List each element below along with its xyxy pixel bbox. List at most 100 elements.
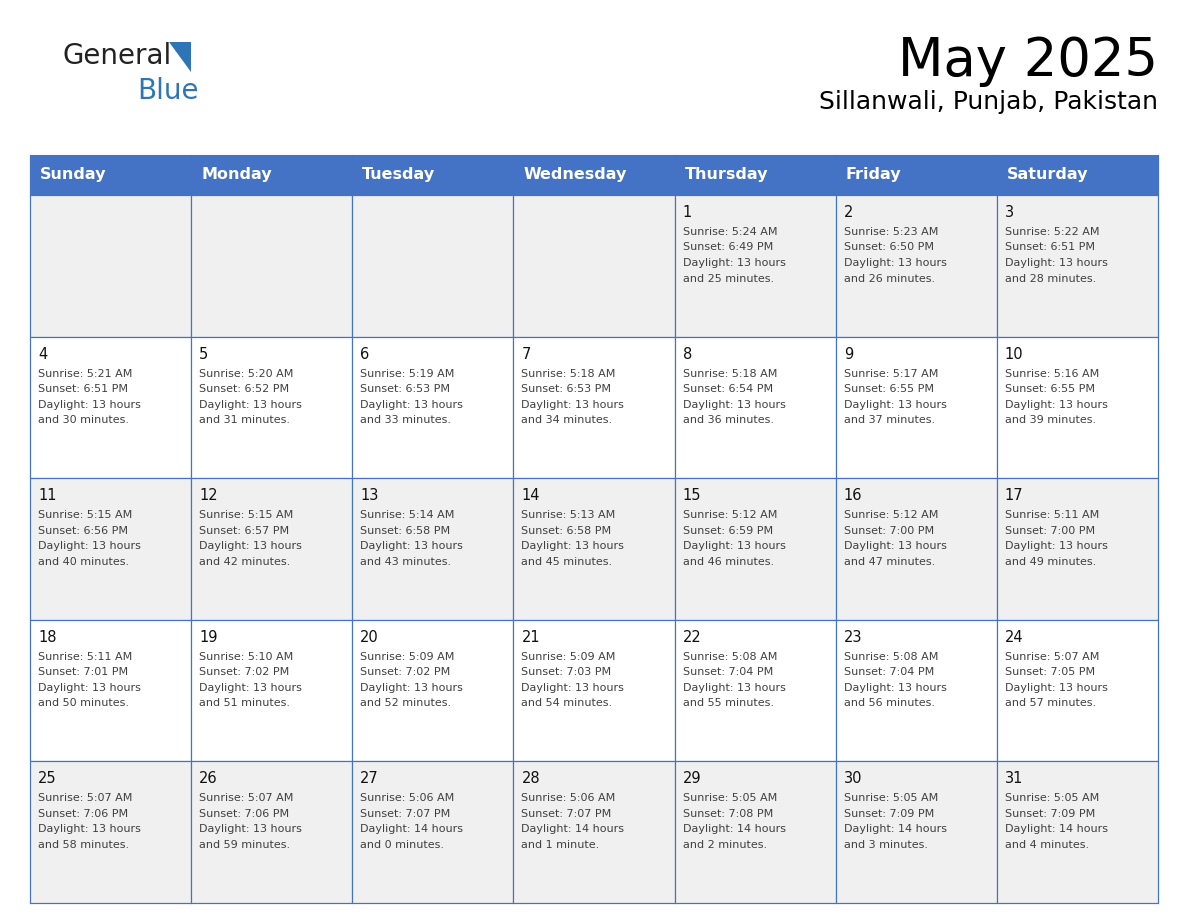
Text: Sunset: 7:02 PM: Sunset: 7:02 PM bbox=[200, 667, 290, 677]
Text: Sunset: 6:58 PM: Sunset: 6:58 PM bbox=[360, 526, 450, 536]
Text: Blue: Blue bbox=[137, 77, 198, 105]
Text: Sunset: 6:51 PM: Sunset: 6:51 PM bbox=[1005, 242, 1095, 252]
Text: Sunrise: 5:07 AM: Sunrise: 5:07 AM bbox=[200, 793, 293, 803]
Text: and 51 minutes.: and 51 minutes. bbox=[200, 699, 290, 709]
Bar bbox=[997, 337, 1158, 478]
Text: Sunrise: 5:16 AM: Sunrise: 5:16 AM bbox=[1005, 369, 1099, 378]
Bar bbox=[675, 620, 835, 761]
Text: Sunset: 6:54 PM: Sunset: 6:54 PM bbox=[683, 384, 772, 394]
Text: Sunset: 6:58 PM: Sunset: 6:58 PM bbox=[522, 526, 612, 536]
Text: Sunset: 7:00 PM: Sunset: 7:00 PM bbox=[843, 526, 934, 536]
Text: and 45 minutes.: and 45 minutes. bbox=[522, 556, 613, 566]
Text: Daylight: 14 hours: Daylight: 14 hours bbox=[843, 824, 947, 834]
Text: Sunrise: 5:11 AM: Sunrise: 5:11 AM bbox=[38, 652, 132, 662]
Text: 20: 20 bbox=[360, 630, 379, 644]
Text: 5: 5 bbox=[200, 347, 208, 362]
Bar bbox=[353, 478, 513, 620]
Bar bbox=[30, 620, 191, 761]
Text: Sunset: 7:06 PM: Sunset: 7:06 PM bbox=[38, 809, 128, 819]
Bar bbox=[835, 761, 997, 903]
Text: Daylight: 13 hours: Daylight: 13 hours bbox=[38, 824, 141, 834]
Text: Sunrise: 5:15 AM: Sunrise: 5:15 AM bbox=[38, 510, 132, 521]
Text: Sunset: 6:53 PM: Sunset: 6:53 PM bbox=[360, 384, 450, 394]
Text: Daylight: 13 hours: Daylight: 13 hours bbox=[683, 683, 785, 693]
Text: Daylight: 13 hours: Daylight: 13 hours bbox=[522, 683, 625, 693]
Bar bbox=[191, 337, 353, 478]
Text: Sunrise: 5:21 AM: Sunrise: 5:21 AM bbox=[38, 369, 132, 378]
Text: Sunrise: 5:12 AM: Sunrise: 5:12 AM bbox=[683, 510, 777, 521]
Text: Daylight: 14 hours: Daylight: 14 hours bbox=[683, 824, 785, 834]
Text: Daylight: 13 hours: Daylight: 13 hours bbox=[522, 399, 625, 409]
Text: 14: 14 bbox=[522, 488, 539, 503]
Text: and 33 minutes.: and 33 minutes. bbox=[360, 415, 451, 425]
Bar bbox=[675, 337, 835, 478]
Text: 18: 18 bbox=[38, 630, 57, 644]
Text: Sunrise: 5:05 AM: Sunrise: 5:05 AM bbox=[1005, 793, 1099, 803]
Text: Sunrise: 5:08 AM: Sunrise: 5:08 AM bbox=[683, 652, 777, 662]
Text: Sunset: 7:04 PM: Sunset: 7:04 PM bbox=[843, 667, 934, 677]
Text: Daylight: 13 hours: Daylight: 13 hours bbox=[360, 683, 463, 693]
Text: Sunset: 7:08 PM: Sunset: 7:08 PM bbox=[683, 809, 773, 819]
Text: Sunset: 7:07 PM: Sunset: 7:07 PM bbox=[360, 809, 450, 819]
Text: and 40 minutes.: and 40 minutes. bbox=[38, 556, 129, 566]
Text: Daylight: 13 hours: Daylight: 13 hours bbox=[683, 258, 785, 268]
Text: 1: 1 bbox=[683, 205, 691, 220]
Text: Daylight: 13 hours: Daylight: 13 hours bbox=[843, 542, 947, 551]
Text: Sunset: 7:06 PM: Sunset: 7:06 PM bbox=[200, 809, 289, 819]
Text: Daylight: 13 hours: Daylight: 13 hours bbox=[200, 824, 302, 834]
Bar bbox=[513, 195, 675, 337]
Text: Daylight: 13 hours: Daylight: 13 hours bbox=[843, 258, 947, 268]
Bar bbox=[835, 195, 997, 337]
Text: 13: 13 bbox=[360, 488, 379, 503]
Text: Sunrise: 5:20 AM: Sunrise: 5:20 AM bbox=[200, 369, 293, 378]
Bar bbox=[835, 337, 997, 478]
Text: 2: 2 bbox=[843, 205, 853, 220]
Bar bbox=[835, 478, 997, 620]
Text: and 55 minutes.: and 55 minutes. bbox=[683, 699, 773, 709]
Text: and 50 minutes.: and 50 minutes. bbox=[38, 699, 129, 709]
Bar bbox=[675, 761, 835, 903]
Text: Sunset: 7:02 PM: Sunset: 7:02 PM bbox=[360, 667, 450, 677]
Text: 21: 21 bbox=[522, 630, 541, 644]
Bar bbox=[513, 478, 675, 620]
Text: Sunrise: 5:24 AM: Sunrise: 5:24 AM bbox=[683, 227, 777, 237]
Text: 3: 3 bbox=[1005, 205, 1015, 220]
Bar bbox=[835, 620, 997, 761]
Text: 12: 12 bbox=[200, 488, 217, 503]
Text: and 56 minutes.: and 56 minutes. bbox=[843, 699, 935, 709]
Text: Sunrise: 5:06 AM: Sunrise: 5:06 AM bbox=[360, 793, 455, 803]
Text: Sunrise: 5:06 AM: Sunrise: 5:06 AM bbox=[522, 793, 615, 803]
Bar bbox=[997, 478, 1158, 620]
Bar bbox=[353, 337, 513, 478]
Text: 26: 26 bbox=[200, 771, 217, 787]
Text: Sunset: 7:03 PM: Sunset: 7:03 PM bbox=[522, 667, 612, 677]
Text: Sunrise: 5:23 AM: Sunrise: 5:23 AM bbox=[843, 227, 939, 237]
Text: Daylight: 13 hours: Daylight: 13 hours bbox=[1005, 258, 1107, 268]
Text: Daylight: 14 hours: Daylight: 14 hours bbox=[360, 824, 463, 834]
Text: Daylight: 13 hours: Daylight: 13 hours bbox=[200, 542, 302, 551]
Text: and 46 minutes.: and 46 minutes. bbox=[683, 556, 773, 566]
Text: 23: 23 bbox=[843, 630, 862, 644]
Bar bbox=[191, 761, 353, 903]
Text: 6: 6 bbox=[360, 347, 369, 362]
Text: Sunset: 6:59 PM: Sunset: 6:59 PM bbox=[683, 526, 772, 536]
Text: Daylight: 13 hours: Daylight: 13 hours bbox=[683, 399, 785, 409]
Bar bbox=[191, 478, 353, 620]
Text: and 52 minutes.: and 52 minutes. bbox=[360, 699, 451, 709]
Text: Sunrise: 5:05 AM: Sunrise: 5:05 AM bbox=[843, 793, 939, 803]
Text: Sunrise: 5:11 AM: Sunrise: 5:11 AM bbox=[1005, 510, 1099, 521]
Text: Sunrise: 5:10 AM: Sunrise: 5:10 AM bbox=[200, 652, 293, 662]
Text: 4: 4 bbox=[38, 347, 48, 362]
Text: Sunset: 7:05 PM: Sunset: 7:05 PM bbox=[1005, 667, 1095, 677]
Bar bbox=[675, 478, 835, 620]
Text: Daylight: 13 hours: Daylight: 13 hours bbox=[1005, 683, 1107, 693]
Text: Friday: Friday bbox=[846, 167, 902, 183]
Bar bbox=[513, 337, 675, 478]
Text: Sunset: 7:09 PM: Sunset: 7:09 PM bbox=[843, 809, 934, 819]
Text: Sunset: 6:50 PM: Sunset: 6:50 PM bbox=[843, 242, 934, 252]
Text: and 47 minutes.: and 47 minutes. bbox=[843, 556, 935, 566]
Text: Sunset: 6:53 PM: Sunset: 6:53 PM bbox=[522, 384, 612, 394]
Text: Daylight: 13 hours: Daylight: 13 hours bbox=[200, 683, 302, 693]
Text: Monday: Monday bbox=[201, 167, 272, 183]
Text: and 1 minute.: and 1 minute. bbox=[522, 840, 600, 850]
